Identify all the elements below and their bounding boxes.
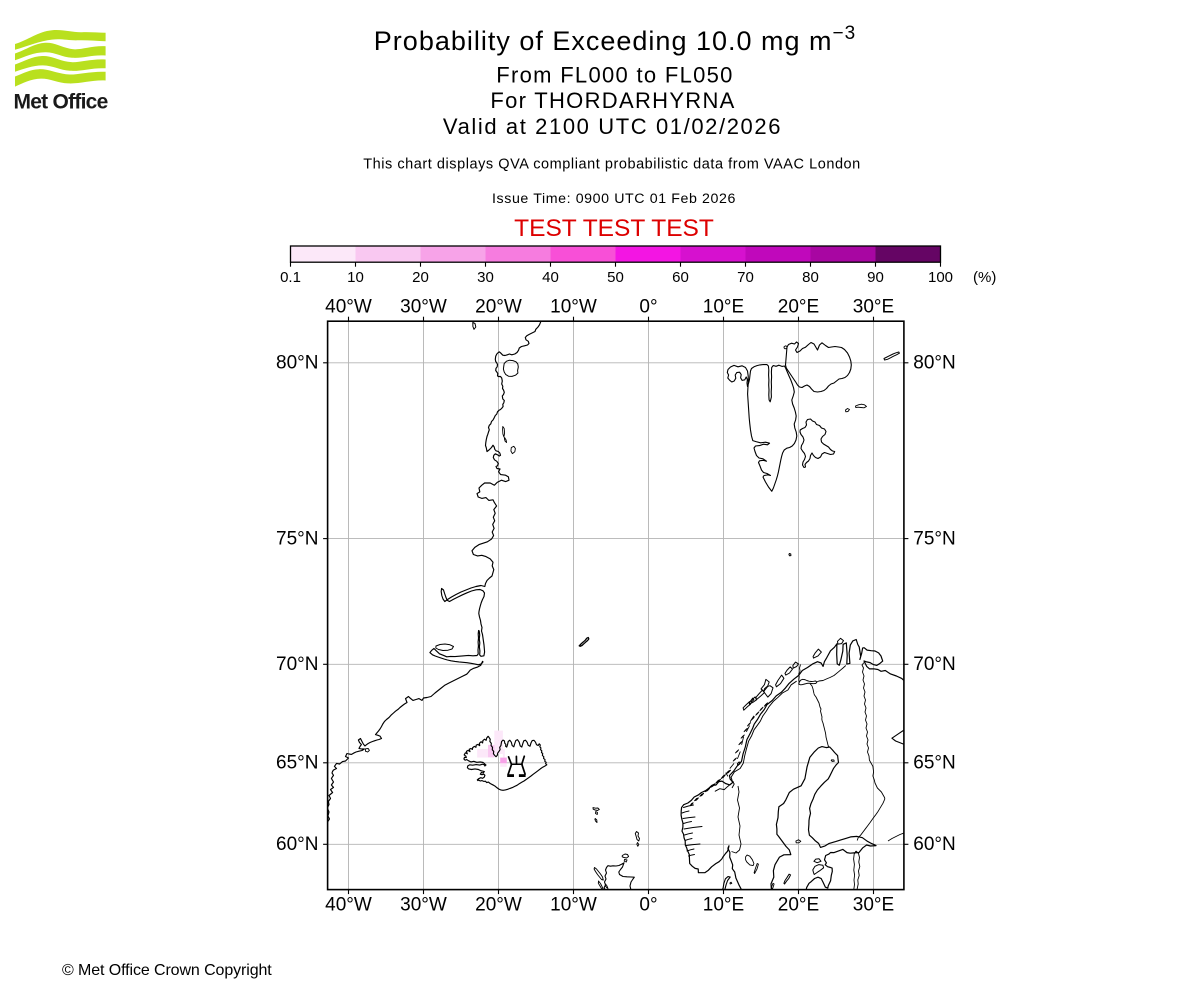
svg-text:30°E: 30°E	[853, 296, 894, 317]
svg-text:80°N: 80°N	[913, 353, 955, 374]
svg-text:100: 100	[928, 269, 953, 286]
svg-text:90: 90	[867, 269, 884, 286]
svg-text:20°W: 20°W	[475, 895, 522, 916]
svg-text:30°E: 30°E	[853, 895, 894, 916]
svg-text:10°E: 10°E	[703, 895, 744, 916]
svg-text:This chart displays QVA compli: This chart displays QVA compliant probab…	[363, 157, 861, 173]
svg-text:© Met Office Crown Copyright: © Met Office Crown Copyright	[62, 962, 272, 979]
svg-text:30°W: 30°W	[400, 895, 447, 916]
svg-text:60°N: 60°N	[913, 834, 955, 855]
svg-text:30°W: 30°W	[400, 296, 447, 317]
svg-text:10°W: 10°W	[550, 895, 597, 916]
svg-text:0°: 0°	[639, 895, 657, 916]
svg-text:70: 70	[737, 269, 754, 286]
svg-text:20°E: 20°E	[778, 895, 819, 916]
svg-text:0°: 0°	[639, 296, 657, 317]
svg-text:30: 30	[477, 269, 494, 286]
svg-text:75°N: 75°N	[913, 528, 955, 549]
svg-text:70°N: 70°N	[276, 654, 318, 675]
svg-text:80: 80	[802, 269, 819, 286]
svg-text:20°W: 20°W	[475, 296, 522, 317]
svg-text:10: 10	[347, 269, 364, 286]
svg-text:Valid at 2100 UTC 01/02/2026: Valid at 2100 UTC 01/02/2026	[443, 114, 782, 139]
svg-text:Probability of Exceeding 10.0: Probability of Exceeding 10.0 mg m−3	[374, 23, 856, 56]
svg-text:65°N: 65°N	[276, 753, 318, 774]
svg-text:10°E: 10°E	[703, 296, 744, 317]
svg-text:TEST TEST TEST: TEST TEST TEST	[514, 215, 714, 242]
svg-text:Met Office: Met Office	[14, 90, 108, 113]
svg-text:75°N: 75°N	[276, 528, 318, 549]
svg-text:65°N: 65°N	[913, 753, 955, 774]
svg-text:Issue Time: 0900 UTC 01 Feb 20: Issue Time: 0900 UTC 01 Feb 2026	[492, 191, 736, 207]
svg-text:From FL000 to FL050: From FL000 to FL050	[496, 63, 733, 88]
svg-text:40°W: 40°W	[325, 895, 372, 916]
svg-text:10°W: 10°W	[550, 296, 597, 317]
svg-text:60: 60	[672, 269, 689, 286]
svg-text:40: 40	[542, 269, 559, 286]
svg-text:80°N: 80°N	[276, 353, 318, 374]
svg-text:20°E: 20°E	[778, 296, 819, 317]
svg-text:20: 20	[412, 269, 429, 286]
svg-text:60°N: 60°N	[276, 834, 318, 855]
svg-text:(%): (%)	[973, 269, 996, 286]
svg-text:40°W: 40°W	[325, 296, 372, 317]
svg-text:50: 50	[607, 269, 624, 286]
svg-text:0.1: 0.1	[280, 269, 301, 286]
svg-text:70°N: 70°N	[913, 654, 955, 675]
svg-text:For THORDARHYRNA: For THORDARHYRNA	[490, 88, 735, 113]
